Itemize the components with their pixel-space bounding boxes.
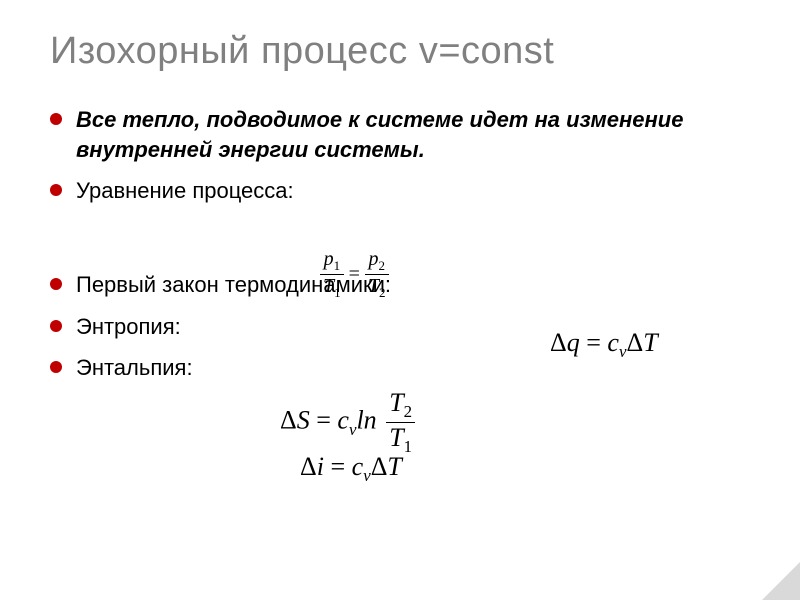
bullet-icon bbox=[50, 320, 62, 332]
slide-title: Изохорный процесс v=const bbox=[50, 30, 750, 73]
bullet-icon bbox=[50, 113, 62, 125]
bullet-icon bbox=[50, 361, 62, 373]
bullet-item-1: Все тепло, подводимое к системе идет на … bbox=[50, 105, 750, 164]
formula-entropy: ΔS = cvln T2 T1 bbox=[280, 388, 415, 457]
formula-first-law: Δq = cvΔT bbox=[550, 328, 658, 362]
formula-process-equation: p1 T1 = p2 T2 bbox=[320, 248, 389, 301]
bullet-text-1: Все тепло, подводимое к системе идет на … bbox=[76, 105, 750, 164]
bullet-text-5: Энтальпия: bbox=[76, 353, 193, 383]
bullet-item-3: Первый закон термодинамики: bbox=[50, 270, 750, 300]
bullet-icon bbox=[50, 278, 62, 290]
bullet-icon bbox=[50, 184, 62, 196]
bullet-text-2: Уравнение процесса: bbox=[76, 176, 294, 206]
page-corner-fold-icon bbox=[762, 562, 800, 600]
formula-enthalpy: Δi = cvΔT bbox=[300, 452, 402, 486]
bullet-item-2: Уравнение процесса: bbox=[50, 176, 750, 206]
slide-container: Изохорный процесс v=const Все тепло, под… bbox=[0, 0, 800, 383]
bullet-text-4: Энтропия: bbox=[76, 312, 181, 342]
